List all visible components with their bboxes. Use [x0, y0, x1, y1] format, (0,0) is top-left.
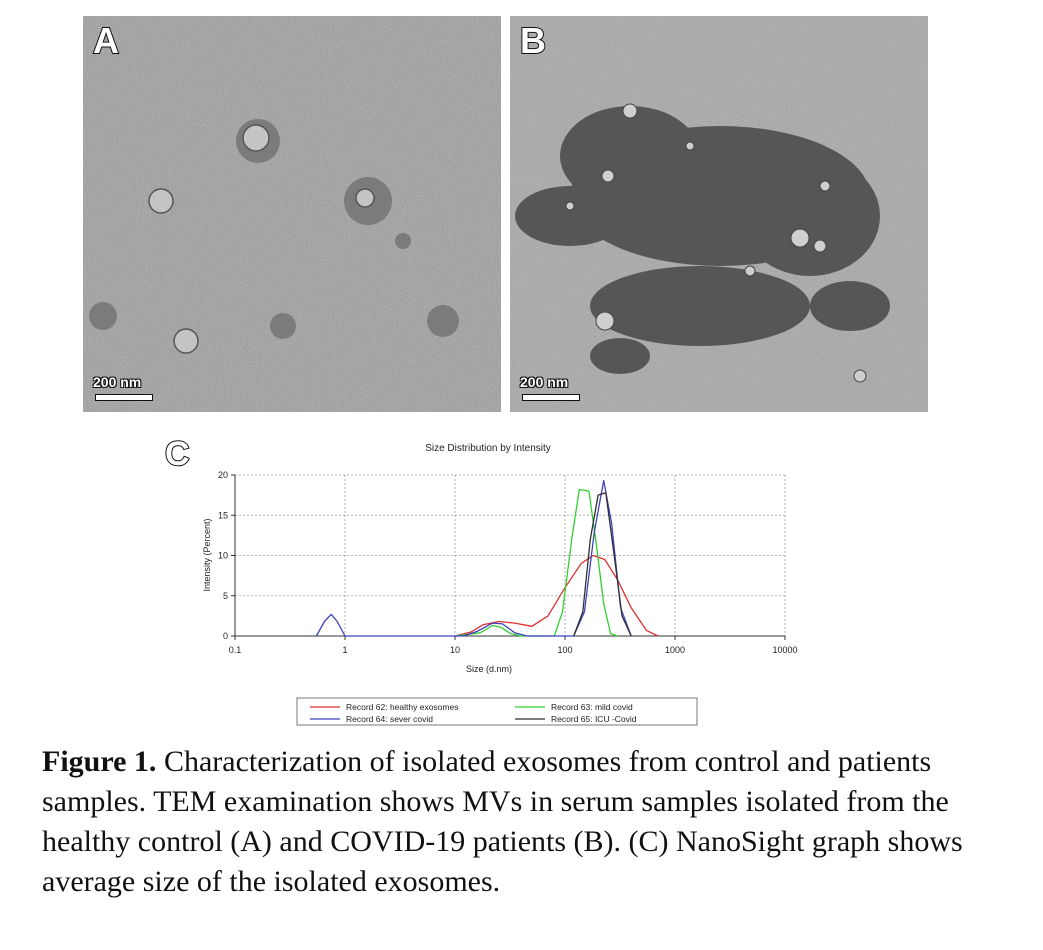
- x-tick-label: 100: [557, 645, 572, 655]
- y-tick-label: 0: [223, 631, 228, 641]
- legend-entry: Record 64: sever covid: [346, 714, 433, 724]
- chart-axes: [234, 475, 785, 637]
- x-tick-label: 0.1: [229, 645, 242, 655]
- size-distribution-chart: C Size Distribution by Intensity 0.1 1 10 1…: [164, 434, 798, 726]
- scale-bar-b: [522, 394, 580, 401]
- legend-entry: Record 65: ICU -Covid: [551, 714, 637, 724]
- y-tick-label: 5: [223, 591, 228, 601]
- panel-label-b: B: [519, 19, 547, 62]
- series-line-4: [573, 492, 632, 637]
- x-tick-label: 1000: [665, 645, 685, 655]
- tem-micrograph-a: [83, 16, 501, 412]
- legend-entry: Record 63: mild covid: [551, 702, 633, 712]
- scale-bar-label-b: 200 nm: [520, 374, 569, 390]
- series-line-2: [454, 488, 618, 637]
- chart-title: Size Distribution by Intensity: [425, 443, 551, 454]
- caption-text: Characterization of isolated exosomes fr…: [42, 745, 963, 898]
- y-tick-label: 10: [218, 551, 228, 561]
- tem-image-healthy-control: A 200 nm: [83, 16, 501, 412]
- x-tick-label: 1: [342, 645, 347, 655]
- y-tick-label: 15: [218, 510, 228, 520]
- chart-legend: Record 62: healthy exosomes Record 63: mi…: [296, 697, 698, 726]
- chart-grid: [235, 474, 786, 636]
- panel-label-a: A: [92, 19, 120, 62]
- x-axis-label: Size (d.nm): [466, 664, 512, 674]
- x-tick-label: 10: [450, 645, 460, 655]
- scale-bar-label-a: 200 nm: [93, 374, 142, 390]
- figure-caption: Figure 1. Characterization of isolated e…: [42, 742, 982, 902]
- scale-bar-a: [95, 394, 153, 401]
- tem-image-covid-patients: B 200 nm: [510, 16, 928, 412]
- figure-label: Figure 1.: [42, 745, 157, 778]
- legend-entry: Record 62: healthy exosomes: [346, 702, 458, 712]
- panel-label-c: C: [165, 435, 190, 473]
- chart-series: [315, 479, 659, 637]
- y-axis-label: Intensity (Percent): [202, 518, 212, 591]
- tem-micrograph-b: [510, 16, 928, 412]
- y-tick-label: 20: [218, 470, 228, 480]
- series-line-3: [315, 479, 632, 637]
- chart-ticks: 0.1 1 10 100 1000 10000 0 5 10 15 20: [218, 470, 798, 655]
- x-tick-label: 10000: [772, 645, 797, 655]
